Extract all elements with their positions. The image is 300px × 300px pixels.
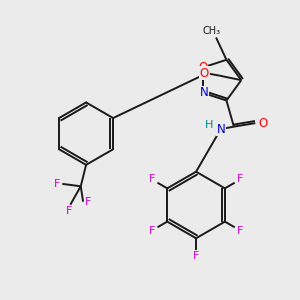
Text: F: F — [148, 226, 155, 236]
Text: F: F — [237, 226, 244, 236]
Text: N: N — [200, 86, 208, 99]
Text: O: O — [198, 61, 207, 74]
Text: H: H — [205, 121, 213, 130]
Text: CH₃: CH₃ — [202, 26, 221, 36]
Text: F: F — [66, 206, 72, 216]
Text: F: F — [237, 174, 244, 184]
Text: F: F — [148, 174, 155, 184]
Text: F: F — [193, 251, 199, 261]
Text: F: F — [54, 179, 60, 189]
Text: O: O — [200, 67, 209, 80]
Text: O: O — [258, 117, 267, 130]
Text: N: N — [216, 122, 225, 136]
Text: F: F — [85, 197, 92, 207]
